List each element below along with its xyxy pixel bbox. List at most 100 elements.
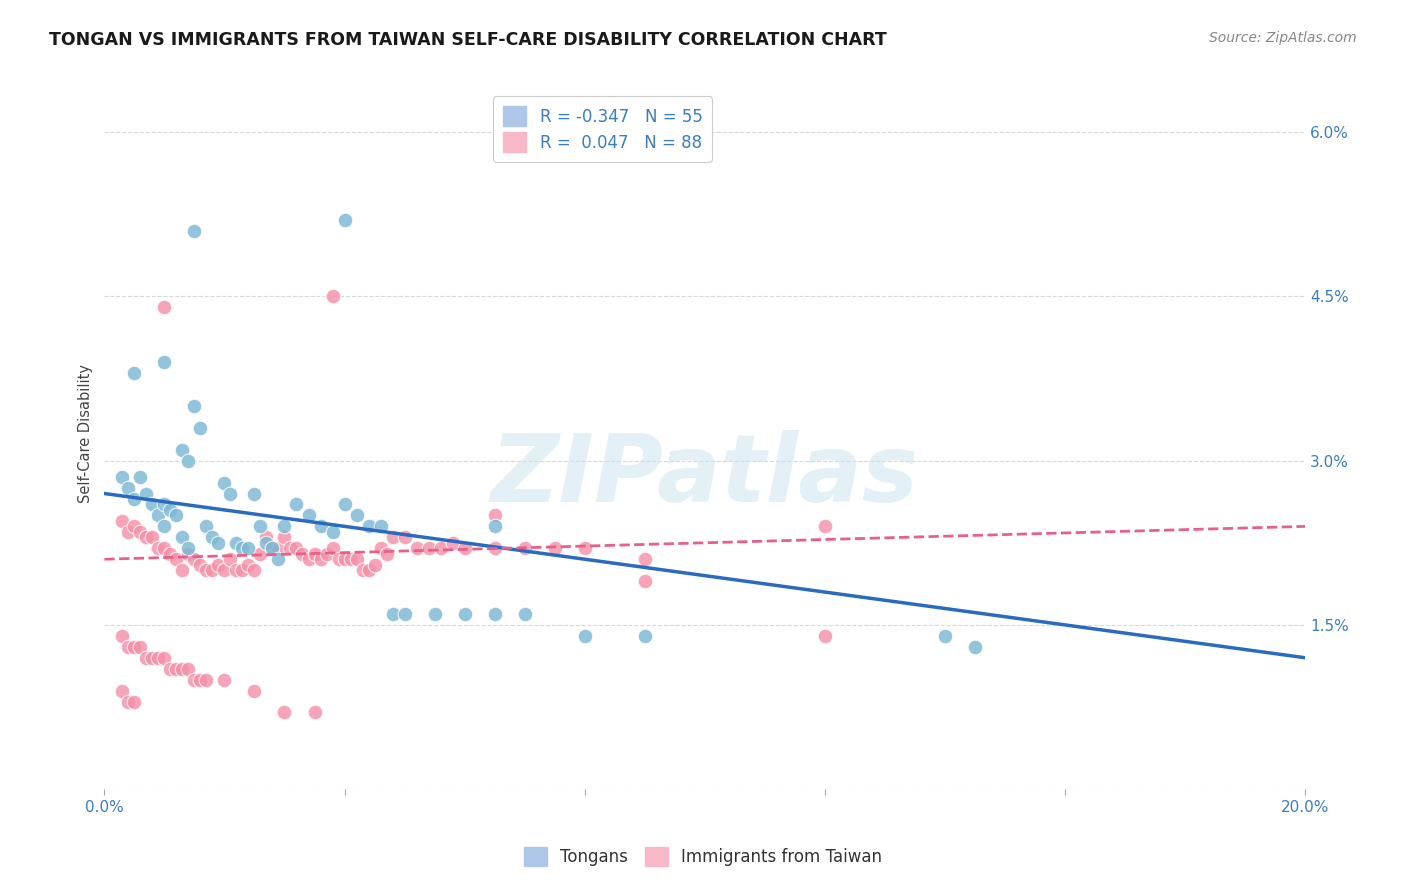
Point (172, 563, 194, 577)
Point (381, 607, 404, 621)
Point (135, 486, 157, 500)
Point (453, 607, 475, 621)
Point (207, 536, 229, 550)
Point (153, 519, 176, 533)
Point (321, 541, 343, 556)
Point (280, 541, 302, 556)
Point (273, 519, 295, 533)
Point (172, 442, 194, 457)
Point (243, 486, 266, 500)
Point (243, 683, 266, 698)
Point (117, 694, 139, 708)
Point (111, 514, 134, 528)
Point (256, 536, 278, 550)
Point (201, 530, 224, 544)
Point (207, 558, 229, 572)
Point (574, 541, 596, 556)
Point (195, 673, 218, 687)
Point (153, 355, 176, 369)
Point (315, 547, 337, 561)
Point (165, 552, 187, 566)
Point (352, 563, 374, 577)
Point (249, 547, 271, 561)
Point (346, 552, 368, 566)
Point (418, 541, 440, 556)
Point (195, 519, 218, 533)
Point (262, 541, 284, 556)
Point (183, 224, 205, 238)
Point (394, 607, 416, 621)
Point (201, 563, 224, 577)
Point (141, 498, 163, 512)
Point (124, 640, 146, 654)
Point (429, 541, 451, 556)
Point (243, 563, 266, 577)
Point (333, 212, 356, 227)
Point (165, 662, 187, 676)
Point (111, 683, 134, 698)
Point (172, 530, 194, 544)
Point (285, 541, 308, 556)
Y-axis label: Self-Care Disability: Self-Care Disability (79, 364, 93, 503)
Point (513, 541, 536, 556)
Point (814, 519, 837, 533)
Point (405, 541, 427, 556)
Point (309, 552, 332, 566)
Point (177, 453, 200, 467)
Point (963, 640, 986, 654)
Point (231, 541, 253, 556)
Point (148, 541, 170, 556)
Point (129, 640, 152, 654)
Point (321, 524, 343, 539)
Point (159, 662, 181, 676)
Point (135, 530, 157, 544)
Point (262, 541, 284, 556)
Point (124, 519, 146, 533)
Point (484, 541, 506, 556)
Point (135, 650, 157, 665)
Point (634, 574, 657, 588)
Point (148, 650, 170, 665)
Point (339, 552, 361, 566)
Point (267, 541, 290, 556)
Point (321, 289, 343, 303)
Point (111, 629, 134, 643)
Point (148, 508, 170, 523)
Point (484, 519, 506, 533)
Point (574, 629, 596, 643)
Point (117, 640, 139, 654)
Point (117, 524, 139, 539)
Point (394, 530, 416, 544)
Point (634, 552, 657, 566)
Point (238, 558, 260, 572)
Point (219, 486, 242, 500)
Point (267, 552, 290, 566)
Point (291, 547, 314, 561)
Point (441, 536, 464, 550)
Point (273, 706, 295, 720)
Point (214, 563, 236, 577)
Point (124, 491, 146, 506)
Point (304, 706, 326, 720)
Point (111, 470, 134, 484)
Point (634, 629, 657, 643)
Point (370, 519, 392, 533)
Point (370, 541, 392, 556)
Point (153, 650, 176, 665)
Point (153, 541, 176, 556)
Point (484, 508, 506, 523)
Text: Source: ZipAtlas.com: Source: ZipAtlas.com (1209, 31, 1357, 45)
Point (190, 673, 212, 687)
Point (141, 530, 163, 544)
Point (346, 508, 368, 523)
Point (309, 519, 332, 533)
Point (543, 541, 565, 556)
Point (381, 530, 404, 544)
Point (214, 475, 236, 490)
Point (124, 366, 146, 380)
Point (285, 498, 308, 512)
Point (304, 547, 326, 561)
Point (172, 662, 194, 676)
Point (183, 673, 205, 687)
Point (423, 607, 446, 621)
